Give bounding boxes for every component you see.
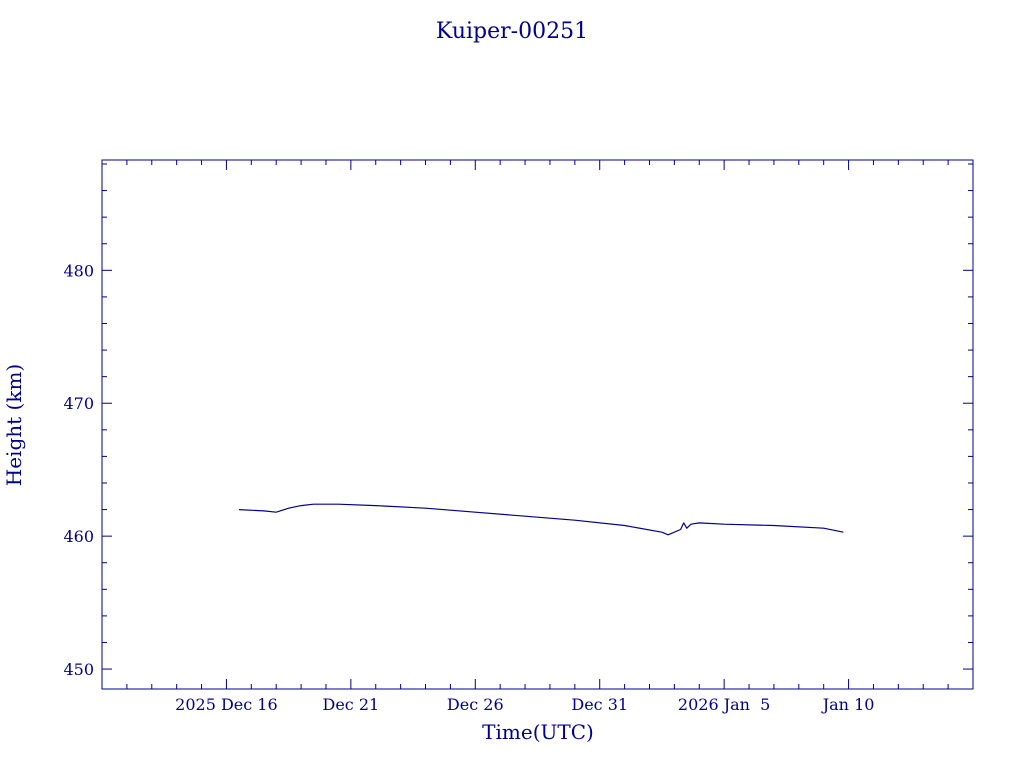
series-layer	[238, 503, 844, 536]
tick-labels-layer: 450 460 470 480 2025 Dec 16 Dec 21 Dec 26 Dec 3…	[63, 261, 874, 714]
height-series-line	[238, 503, 844, 536]
ticks-layer	[101, 160, 974, 689]
x-tick-label: Dec 31	[571, 695, 628, 714]
x-tick-label: Dec 26	[447, 695, 504, 714]
y-tick-label: 480	[63, 261, 94, 280]
chart-title: Kuiper-00251	[436, 19, 588, 44]
plot-frame	[101, 159, 974, 690]
y-tick-label: 450	[63, 660, 94, 679]
y-axis-title: Height (km)	[2, 364, 26, 486]
x-axis-title: Time(UTC)	[482, 720, 594, 744]
x-tick-label: 2026 Jan 5	[678, 695, 770, 714]
y-tick-label: 470	[63, 394, 94, 413]
x-tick-label: Dec 21	[323, 695, 380, 714]
y-tick-label: 460	[63, 527, 94, 546]
x-tick-label: 2025 Dec 16	[175, 695, 278, 714]
x-tick-label: Jan 10	[821, 695, 875, 714]
